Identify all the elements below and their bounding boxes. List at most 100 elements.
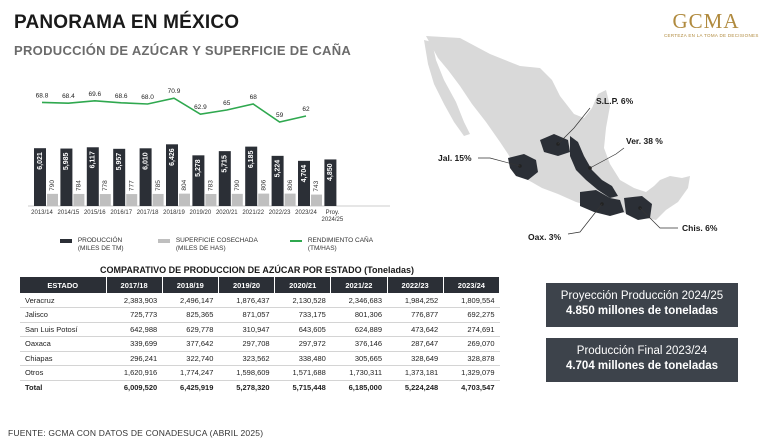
table-cell: 338,480 (274, 351, 331, 366)
table-cell: 1,774,247 (162, 365, 219, 381)
table-header-cell: 2019/20 (218, 277, 276, 293)
table-row: San Luis Potosí 642,988 629,778 310,947 … (20, 322, 500, 337)
table-row: Oaxaca 339,699 377,642 297,708 297,972 3… (20, 336, 500, 352)
bar-production (113, 148, 126, 206)
label-yield: 62.9 (194, 104, 207, 111)
mexico-map: S.L.P. 6% Ver. 38 % Jal. 15% Oax. 3% Chi… (424, 36, 718, 242)
table-cell: 339,699 (106, 336, 163, 352)
x-tick-label: 2016/17 (110, 210, 132, 216)
table-cell: 5,278,320 (236, 383, 270, 392)
label-production: 5,278 (195, 159, 202, 177)
bar-production (34, 148, 46, 206)
bar-production (86, 147, 99, 206)
x-tick-label: 2017/18 (137, 210, 159, 216)
table-cell: 624,889 (330, 322, 388, 337)
label-surface: 806 (287, 179, 294, 190)
table-cell: 6,425,919 (180, 383, 214, 392)
table-cell: 643,605 (274, 322, 331, 337)
map-label-chis: Chis. 6% (682, 223, 718, 233)
label-production: 6,426 (169, 148, 176, 166)
table-cell: 274,691 (443, 322, 500, 337)
table-cell: 801,306 (330, 307, 388, 323)
table-cell: 296,241 (106, 351, 163, 366)
bar-surface (231, 193, 243, 206)
table-row: Otros 1,620,916 1,774,247 1,598,609 1,57… (20, 365, 500, 381)
legend-yield-line1: RENDIMIENTO CAÑA (307, 237, 374, 244)
logo-mark: GCMA (672, 9, 740, 33)
label-surface: 778 (102, 180, 109, 191)
label-production: 4,704 (301, 165, 308, 183)
table-title: COMPARATIVO DE PRODUCCION DE AZÚCAR POR … (100, 265, 415, 275)
label-yield: 68.8 (36, 92, 49, 99)
label-surface: 785 (155, 180, 162, 191)
table-cell: 1,620,916 (106, 365, 163, 381)
table-cell: 297,972 (274, 336, 331, 352)
legend-swatch-production (60, 239, 72, 243)
x-tick-label: 2015/16 (84, 210, 106, 216)
projection-box-title: Proyección Producción 2024/25 (560, 290, 724, 302)
final-production-box-title: Producción Final 2023/24 (576, 345, 708, 357)
x-tick-label: 2020/21 (216, 210, 238, 216)
label-surface: 743 (313, 180, 320, 191)
label-surface: 804 (181, 179, 188, 190)
mexico-silhouette (426, 36, 690, 220)
state-veracruz (570, 136, 618, 198)
page-title: PANORAMA EN MÉXICO (14, 12, 240, 33)
table-cell: 377,642 (162, 336, 219, 352)
bar-production (298, 160, 310, 206)
bar-surface (258, 193, 270, 206)
table-cell: 322,740 (162, 351, 219, 366)
bar-production (192, 155, 205, 206)
table-row: Chiapas 296,241 322,740 323,562 338,480 … (20, 351, 500, 366)
legend-yield-line2: (TM/HAS) (307, 245, 337, 252)
baja-california (424, 40, 470, 136)
table-cell: Oaxaca (20, 336, 106, 352)
bar-surface (126, 194, 138, 206)
legend-surface: SUPERFICIE COSECHADA (MILES DE HAS) (158, 237, 258, 253)
table-cell: 1,876,437 (218, 293, 275, 308)
production-chart: 6,021 790 2013/14 5,985 784 2014/15 6,117 778 20… (28, 88, 390, 223)
label-yield: 68.6 (115, 93, 128, 100)
table-header-cell: 2023/24 (443, 277, 501, 293)
table-cell: 323,562 (218, 351, 275, 366)
label-production: 5,957 (116, 153, 123, 171)
table-cell: 328,878 (443, 351, 500, 366)
label-production: 5,985 (63, 152, 70, 170)
bar-production (139, 148, 152, 206)
line-yield (41, 97, 307, 123)
projection-box: Proyección Producción 2024/25 4.850 mill… (546, 283, 738, 327)
table-header-cell: 2020/21 (274, 277, 332, 293)
map-label-ver: Ver. 38 % (626, 136, 663, 146)
label-surface: 784 (76, 180, 83, 191)
x-tick-label: 2018/19 (163, 210, 185, 216)
x-tick-label: 2022/23 (269, 210, 291, 216)
leader-jal (478, 157, 521, 167)
table-cell: 2,346,683 (330, 293, 388, 308)
gcma-logo: GCMA CERTEZA EN LA TOMA DE DECISIONES (664, 9, 758, 46)
table-cell: 287,647 (387, 336, 444, 352)
table-cell: Otros (20, 365, 106, 381)
leader-slp (557, 107, 591, 145)
map-label-jal: Jal. 15% (438, 153, 472, 163)
label-yield: 69.6 (88, 91, 101, 98)
x-tick-label: 2019/20 (190, 210, 212, 216)
x-tick-label: Proy. 2024/25 (322, 210, 344, 223)
bar-surface (284, 193, 296, 206)
label-surface: 790 (49, 180, 56, 191)
label-surface: 783 (208, 180, 215, 191)
map-label-slp: S.L.P. 6% (596, 96, 634, 106)
table-cell: 2,130,528 (274, 293, 331, 308)
legend-surface-line2: (MILES DE HAS) (175, 245, 226, 252)
bar-surface (47, 193, 58, 206)
leader-ver (589, 147, 625, 169)
final-production-box: Producción Final 2023/24 4.704 millones … (546, 338, 738, 382)
table-cell: Jalisco (20, 307, 106, 323)
table-cell: 6,185,000 (348, 383, 383, 392)
final-production-box-value: 4.704 millones de toneladas (565, 360, 719, 372)
bar-production (271, 155, 284, 206)
table-row: Jalisco 725,773 825,365 871,057 733,175 … (20, 307, 500, 323)
table-header-cell: 2022/23 (387, 277, 444, 293)
bar-surface (152, 193, 164, 206)
table-cell: 269,070 (443, 336, 500, 352)
label-yield: 68 (250, 94, 258, 101)
